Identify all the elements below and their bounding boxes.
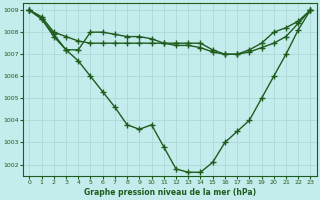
X-axis label: Graphe pression niveau de la mer (hPa): Graphe pression niveau de la mer (hPa) — [84, 188, 256, 197]
